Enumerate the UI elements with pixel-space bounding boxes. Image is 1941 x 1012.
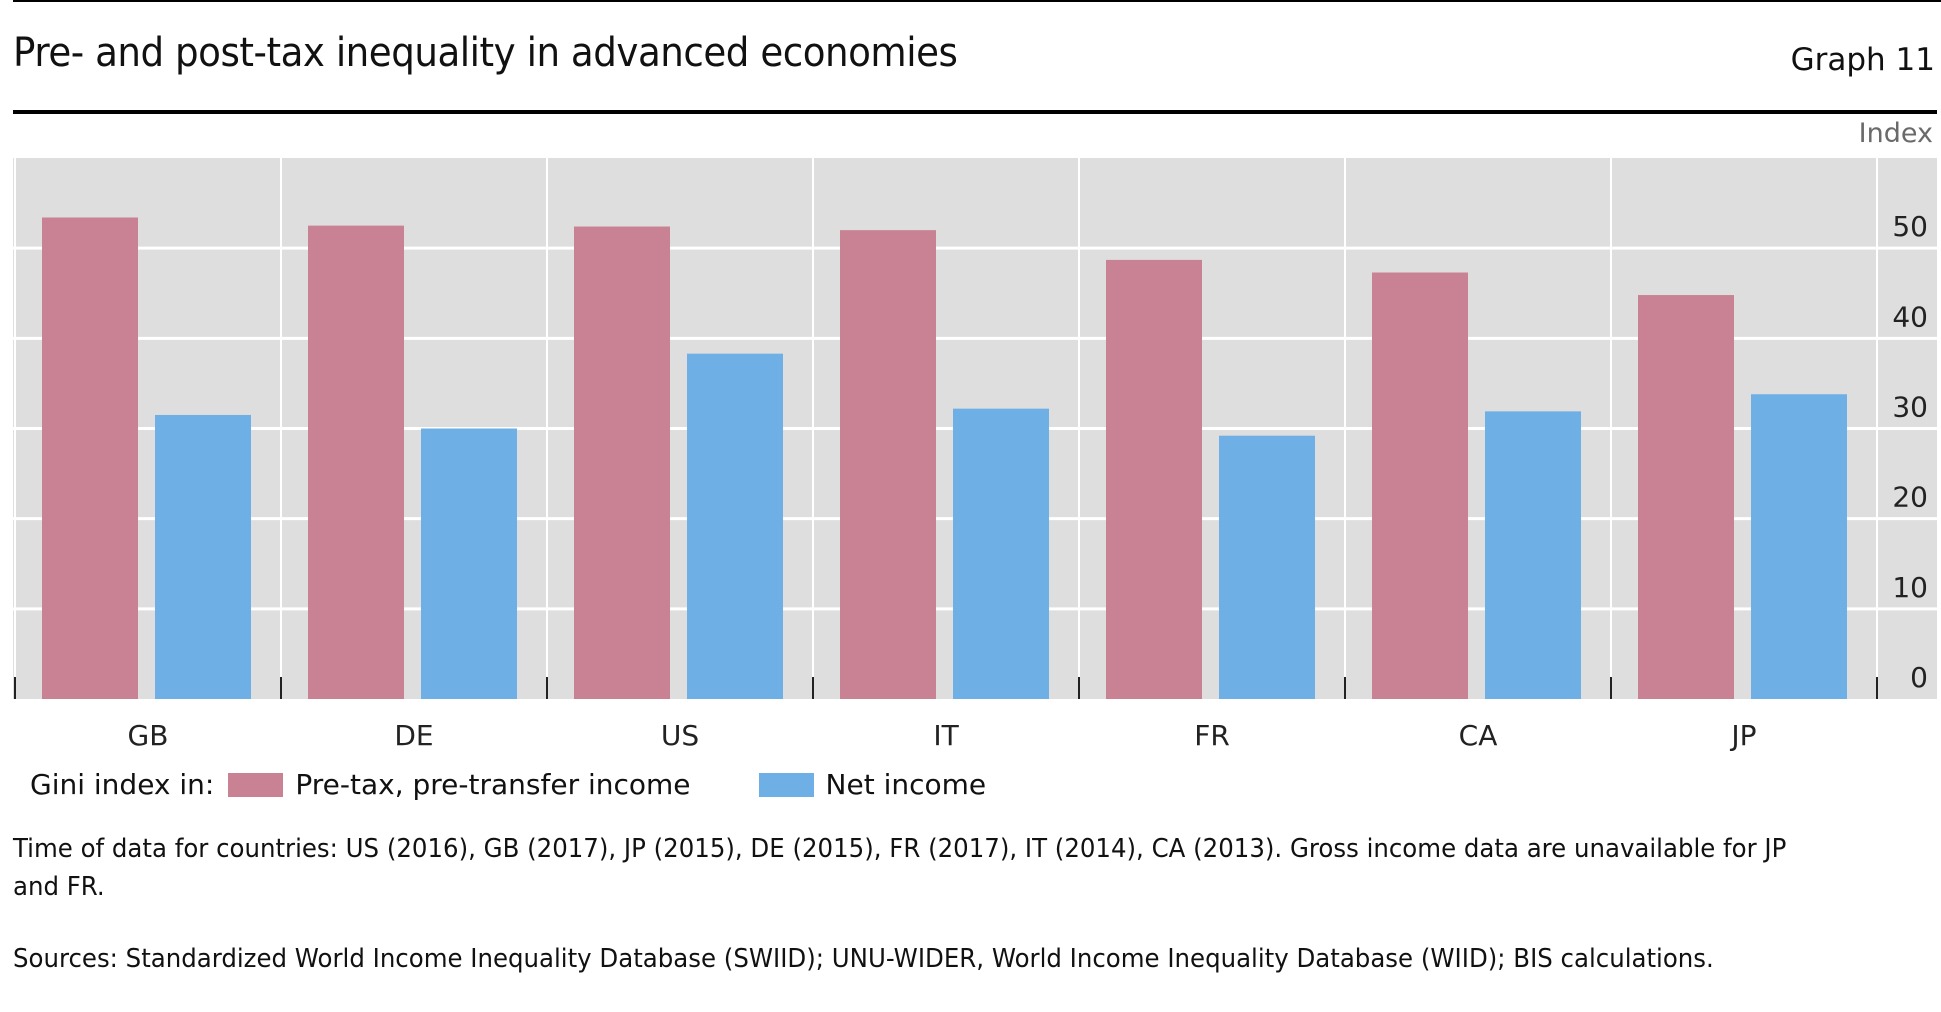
x-tick-label-ca: CA bbox=[1459, 719, 1498, 752]
x-tick-label-jp: JP bbox=[1729, 719, 1756, 752]
bar-net-income-it bbox=[953, 408, 1049, 699]
bar-net-income-fr bbox=[1219, 435, 1315, 699]
legend-prefix: Gini index in: bbox=[30, 768, 215, 801]
legend-label-pre-tax: Pre-tax, pre-transfer income bbox=[295, 768, 691, 801]
graph-number: Graph 11 bbox=[1790, 42, 1935, 78]
note-sources: Sources: Standardized World Income Inequ… bbox=[13, 944, 1714, 974]
legend-swatch-pre-tax bbox=[228, 772, 284, 797]
bar-pre-tax-it bbox=[840, 230, 936, 699]
bar-pre-tax-ca bbox=[1372, 272, 1468, 699]
x-tick-label-gb: GB bbox=[128, 719, 169, 752]
legend: Gini index in: Pre-tax, pre-transfer inc… bbox=[30, 768, 986, 801]
bar-net-income-ca bbox=[1485, 411, 1581, 699]
x-tick-label-de: DE bbox=[394, 719, 433, 752]
y-tick-label: 20 bbox=[1892, 481, 1928, 514]
bar-pre-tax-jp bbox=[1638, 295, 1734, 699]
x-tick-label-us: US bbox=[661, 719, 699, 752]
note-time-of-data: Time of data for countries: US (2016), G… bbox=[13, 834, 1787, 902]
y-tick-label: 30 bbox=[1892, 391, 1928, 424]
bar-pre-tax-de bbox=[308, 225, 404, 699]
y-tick-label: 50 bbox=[1892, 210, 1928, 243]
bar-chart: 0 10 20 30 40 50 GB DE US IT FR CA JP bbox=[13, 158, 1937, 752]
legend-swatch-net-income bbox=[758, 772, 814, 797]
bar-net-income-de bbox=[421, 428, 517, 699]
bar-net-income-jp bbox=[1751, 394, 1847, 699]
y-tick-label: 0 bbox=[1910, 661, 1928, 694]
top-rule bbox=[13, 0, 1941, 2]
y-axis-unit-label: Index bbox=[1858, 118, 1933, 149]
bar-pre-tax-fr bbox=[1106, 259, 1202, 699]
y-tick-label: 40 bbox=[1892, 300, 1928, 333]
legend-label-net-income: Net income bbox=[825, 768, 987, 801]
bar-net-income-us bbox=[687, 353, 783, 699]
chart-title: Pre- and post-tax inequality in advanced… bbox=[13, 30, 958, 76]
bar-net-income-gb bbox=[155, 414, 251, 699]
y-tick-label: 10 bbox=[1892, 571, 1928, 604]
bar-pre-tax-gb bbox=[42, 217, 138, 699]
bar-pre-tax-us bbox=[574, 226, 670, 699]
x-tick-label-it: IT bbox=[933, 719, 959, 752]
x-tick-label-fr: FR bbox=[1194, 719, 1230, 752]
title-rule bbox=[13, 110, 1937, 114]
